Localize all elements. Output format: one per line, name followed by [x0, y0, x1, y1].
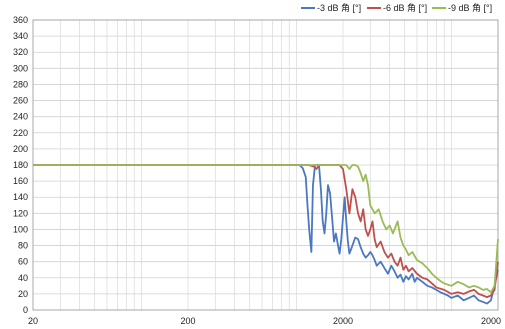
- y-tick-label: 280: [13, 79, 28, 89]
- y-tick-label: 260: [13, 96, 28, 106]
- y-tick-label: 160: [13, 176, 28, 186]
- x-tick-label: 2000: [333, 316, 353, 326]
- x-tick-label: 200: [180, 316, 195, 326]
- x-tick-label: 2000: [481, 316, 501, 326]
- y-tick-label: 120: [13, 208, 28, 218]
- legend-label: -6 dB 角 [°]: [383, 2, 427, 13]
- y-tick-label: 360: [13, 15, 28, 25]
- y-tick-label: 220: [13, 128, 28, 138]
- series-line-1: [33, 164, 499, 305]
- y-tick-label: 0: [23, 305, 28, 315]
- legend-label: -9 dB 角 [°]: [448, 2, 492, 13]
- y-tick-label: 100: [13, 224, 28, 234]
- y-tick-label: 200: [13, 144, 28, 154]
- y-tick-label: 140: [13, 192, 28, 202]
- y-tick-label: 80: [18, 241, 28, 251]
- y-tick-label: 320: [13, 47, 28, 57]
- y-tick-label: 240: [13, 112, 28, 122]
- y-tick-label: 20: [18, 289, 28, 299]
- legend: -3 dB 角 [°] -6 dB 角 [°] -9 dB 角 [°]: [301, 2, 492, 13]
- y-tick-label: 340: [13, 31, 28, 41]
- grid: [32, 19, 499, 311]
- y-tick-label: 40: [18, 273, 28, 283]
- legend-label: -3 dB 角 [°]: [317, 2, 361, 13]
- y-tick-label: 180: [13, 160, 28, 170]
- series-lines: [33, 164, 499, 305]
- y-tick-label: 300: [13, 63, 28, 73]
- x-tick-label: 20: [28, 316, 38, 326]
- series-line-2: [33, 164, 499, 299]
- y-tick-label: 60: [18, 257, 28, 267]
- series-line-3: [33, 164, 499, 294]
